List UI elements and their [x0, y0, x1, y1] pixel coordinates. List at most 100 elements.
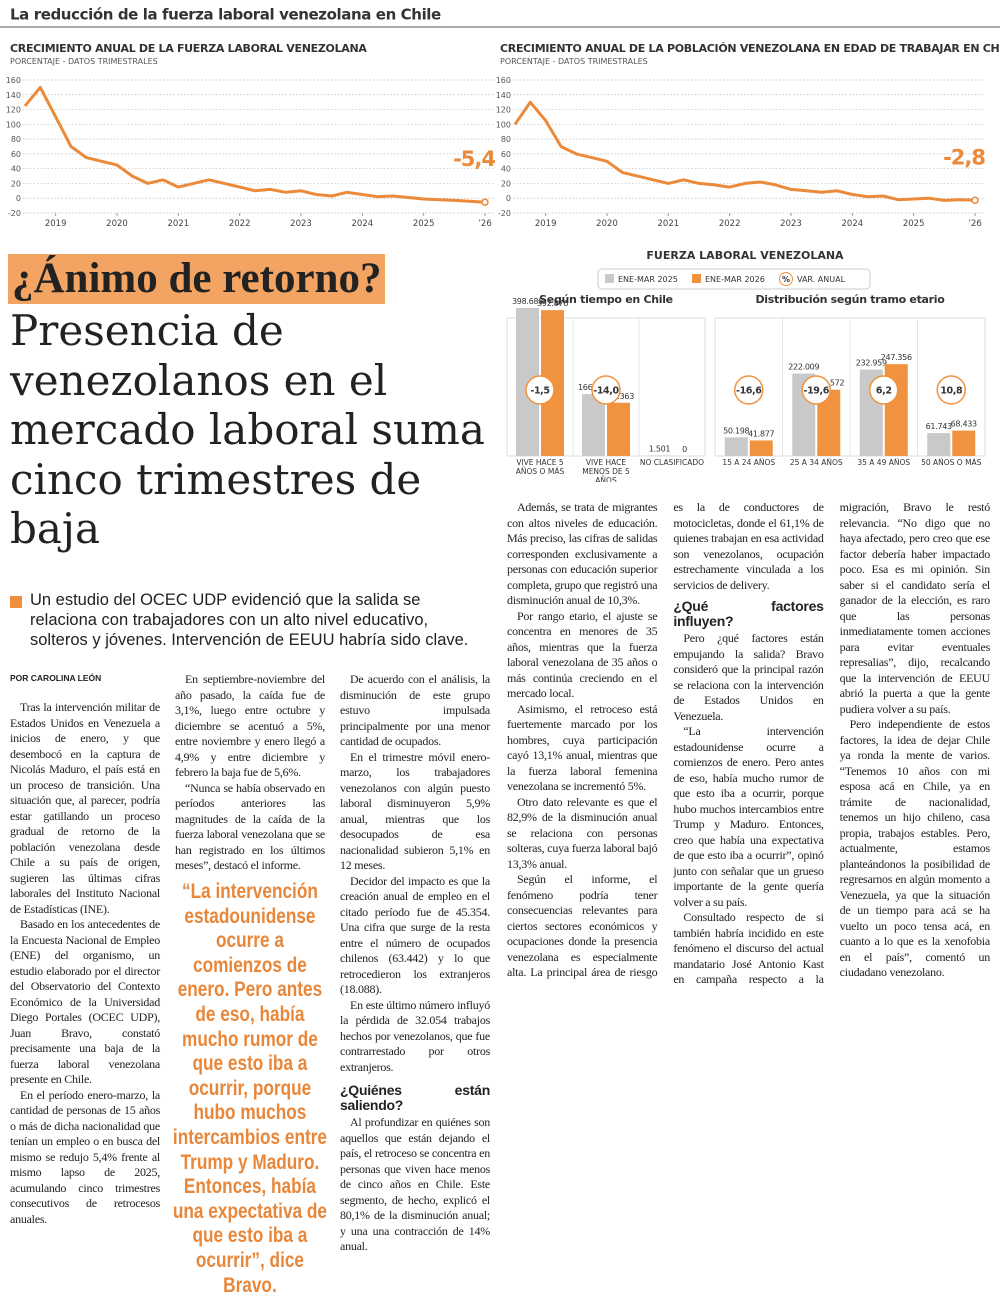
- value-label: 1.501: [649, 444, 671, 453]
- category-label: VIVE HACE MENOS DE 5 AÑOS: [582, 458, 630, 482]
- panel-frame: [506, 317, 706, 457]
- x-tick-label: 2025: [413, 219, 435, 229]
- pull-quote: “La intervención estadounidense ocurre a…: [172, 880, 327, 1297]
- byline: POR CAROLINA LEÓN: [10, 673, 102, 683]
- y-tick-label: 0: [16, 194, 21, 203]
- y-tick-label: 160: [6, 76, 21, 85]
- y-tick-label: 160: [496, 76, 511, 85]
- y-tick-label: 80: [501, 135, 511, 144]
- y-tick-label: 120: [6, 106, 21, 115]
- x-tick-label: 2022: [719, 219, 741, 229]
- category-label-box: VIVE HACE MENOS DE 5 AÑOS: [582, 458, 630, 482]
- change-marker: [936, 375, 966, 405]
- x-tick-label: 2023: [290, 219, 312, 229]
- paragraph: Según el informe, el fenómeno podría ten…: [507, 500, 824, 979]
- chart-title: CRECIMIENTO ANUAL DE LA POBLACIÓN VENEZO…: [500, 42, 1000, 55]
- column: En septiembre-noviembre del año pasado, …: [175, 672, 325, 874]
- value-label: 247.356: [881, 353, 912, 362]
- y-tick-label: 0: [506, 194, 511, 203]
- line: [23, 85, 486, 204]
- paragraph: Decidor del impacto es que la creación a…: [340, 873, 490, 997]
- x-tick-label: 2020: [106, 219, 128, 229]
- paragraph: En el período enero-marzo, la cantidad d…: [10, 1087, 160, 1226]
- y-tick-label: -20: [498, 209, 511, 218]
- paragraph: Basado en los antecedentes de la Encuest…: [10, 917, 160, 1086]
- panel-title: Según tiempo en Chile: [539, 293, 673, 306]
- paragraph: Pero independiente de estos factores, la…: [839, 717, 991, 979]
- value-label: 61.743: [926, 422, 952, 431]
- x-tick-label: 2024: [842, 219, 864, 229]
- change-label: -19,6: [804, 386, 830, 397]
- subhead: ¿Quiénes están saliendo?: [340, 1082, 490, 1113]
- bar: [648, 455, 671, 456]
- category-label-box: NO CLASIFICADO: [639, 458, 705, 467]
- y-tick-label: 100: [496, 120, 511, 129]
- y-tick-label: 140: [496, 91, 511, 100]
- paragraph: Consultado respecto de si también habría…: [673, 500, 990, 986]
- headline: Presencia de venezolanos en el mercado l…: [10, 306, 485, 553]
- paragraph: “La intervención estadounidense ocurre a…: [673, 724, 824, 909]
- bar: [582, 394, 605, 456]
- paragraph: En septiembre-noviembre del año pasado, …: [175, 672, 325, 779]
- category-label-box: 50 AÑOS O MÁS: [921, 458, 981, 467]
- category-label: NO CLASIFICADO: [639, 458, 705, 467]
- x-tick-label: 2019: [535, 219, 557, 229]
- category-label: 15 A 24 AÑOS: [722, 458, 776, 467]
- value-label: -5,4: [453, 147, 495, 171]
- change-label: -14,0: [593, 386, 619, 397]
- change-marker: [801, 375, 831, 405]
- category-label: 25 A 34 AÑOS: [789, 458, 843, 467]
- value-label: 232.959: [856, 359, 887, 368]
- bar: [607, 402, 630, 456]
- x-tick-label: 2021: [168, 219, 190, 229]
- end-point: [971, 196, 979, 205]
- bar: [952, 430, 976, 456]
- y-tick-label: 140: [6, 91, 21, 100]
- deck-marker: [10, 596, 22, 608]
- value-label: 41.877: [748, 429, 774, 438]
- x-tick-label: 2022: [229, 219, 251, 229]
- chart-subtitle: PORCENTAJE - DATOS TRIMESTRALES: [10, 57, 158, 66]
- y-tick-label: 120: [496, 106, 511, 115]
- charts: La reducción de la fuerza laboral venezo…: [0, 6, 1000, 482]
- y-tick-label: 60: [11, 150, 21, 159]
- change-marker: [869, 375, 899, 405]
- paragraph: En el trimestre móvil enero-marzo, los t…: [340, 749, 490, 873]
- legend-label: ENE-MAR 2026: [705, 275, 765, 284]
- kicker: ¿Ánimo de retorno?: [8, 254, 386, 304]
- value-label: 222.009: [788, 363, 819, 372]
- x-tick-label: 2021: [658, 219, 680, 229]
- y-tick-label: 80: [11, 135, 21, 144]
- paragraph: Al profundizar en quiénes son aquellos q…: [340, 1115, 490, 1253]
- change-marker: [591, 375, 621, 405]
- y-tick-label: 60: [501, 150, 511, 159]
- bar: [724, 437, 748, 456]
- value-label: 398.688: [512, 297, 543, 306]
- value-label: 68.433: [951, 420, 977, 429]
- value-label: 50.198: [723, 426, 749, 435]
- chart-title: CRECIMIENTO ANUAL DE LA FUERZA LABORAL V…: [10, 42, 367, 55]
- paragraph: Pero ¿qué factores están empujando la sa…: [673, 631, 824, 723]
- chart-subtitle: PORCENTAJE - DATOS TRIMESTRALES: [500, 57, 648, 66]
- legend-label: VAR. ANUAL: [797, 275, 846, 284]
- legend-box: [597, 268, 871, 290]
- value-label: -2,8: [943, 145, 985, 169]
- paragraph: Otro dato relevante es que el 82,9% de l…: [507, 794, 658, 871]
- category-label-box: 15 A 24 AÑOS: [722, 458, 776, 467]
- panel-title: Distribución según tramo etario: [755, 293, 945, 306]
- x-tick-label: 2023: [780, 219, 802, 229]
- x-tick-label: 2020: [596, 219, 618, 229]
- change-marker: [525, 375, 555, 405]
- x-tick-label: 2024: [352, 219, 374, 229]
- legend-label: ENE-MAR 2025: [618, 275, 678, 284]
- deck: Un estudio del OCEC UDP evidenció que la…: [30, 591, 469, 649]
- column: De acuerdo con el análisis, la disminuci…: [340, 672, 490, 1255]
- end-point: [481, 198, 489, 206]
- y-tick-label: -20: [8, 209, 21, 218]
- bar: [927, 433, 951, 456]
- change-marker: [734, 375, 764, 405]
- category-label-box: VIVE HACE 5 AÑOS O MÁS: [516, 458, 564, 476]
- x-tick-label: 2019: [45, 219, 67, 229]
- bar: [749, 440, 773, 456]
